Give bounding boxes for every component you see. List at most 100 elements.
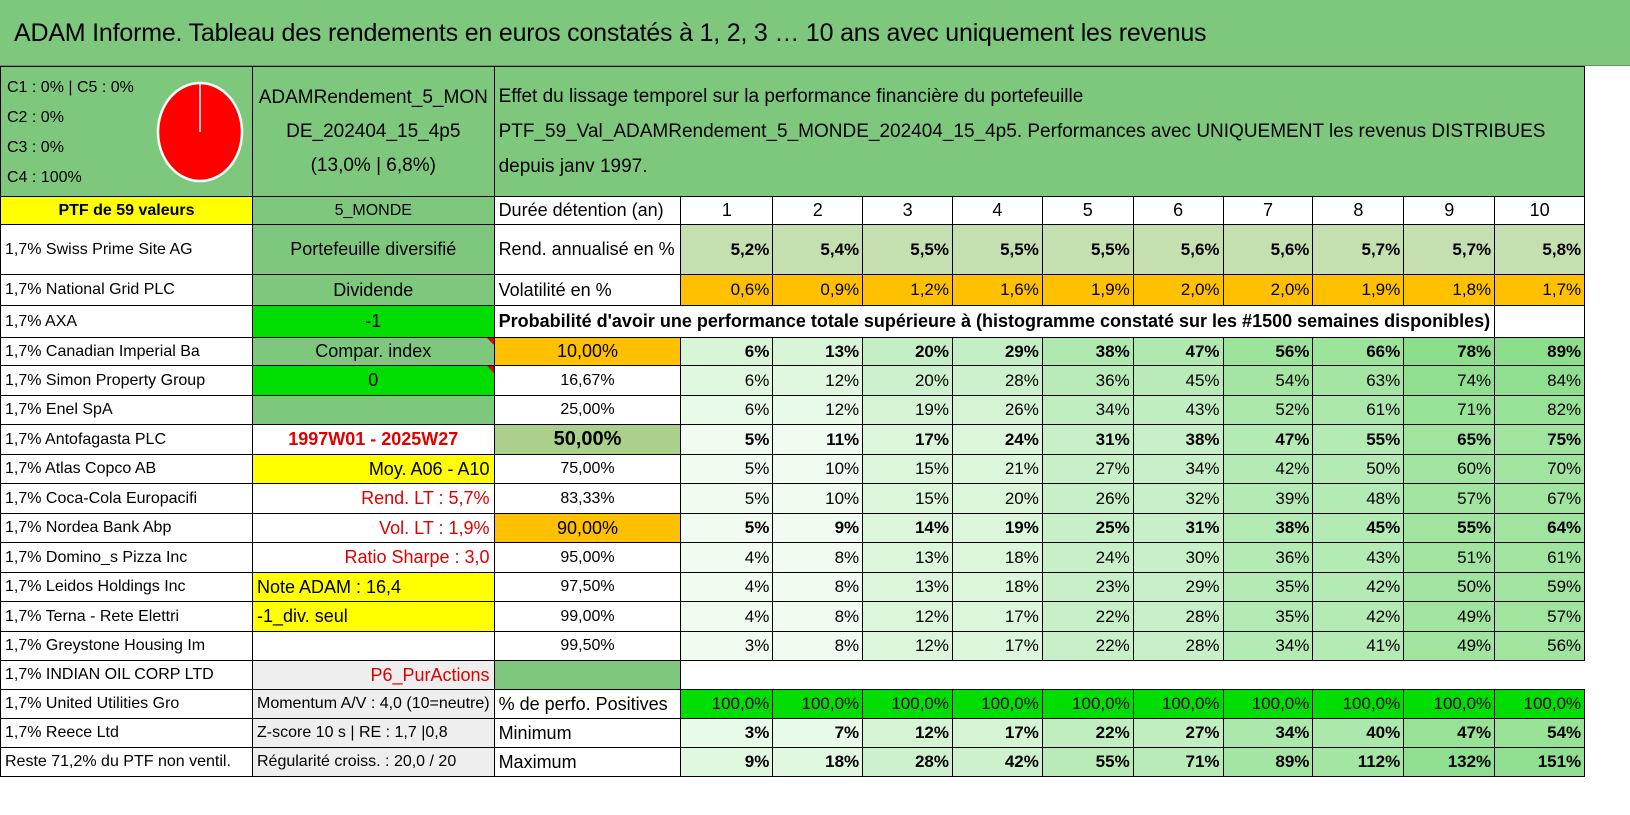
prob-value: 4% [680, 572, 774, 602]
dividend-label: Dividende [252, 274, 495, 306]
prob-value: 28% [1132, 601, 1224, 632]
holding: 1,7% Atlas Copco AB [0, 454, 253, 484]
year-header: 10 [1494, 196, 1586, 225]
portfolio-stats: (13,0% | 6,8%) [310, 154, 436, 176]
prob-value: 17% [952, 601, 1043, 632]
prob-value: 61% [1312, 395, 1405, 425]
prob-value: 51% [1403, 542, 1496, 573]
table-row: Reste 71,2% du PTF non ventil. Régularité… [0, 747, 1586, 777]
portfolio-name-line: DE_202404_15_4p5 [286, 120, 461, 142]
prob-value: 12% [772, 395, 864, 425]
pos-label: % de perfo. Positives [493, 689, 682, 719]
max-value: 71% [1132, 747, 1224, 777]
prob-value: 34% [1222, 631, 1314, 661]
prob-value: 55% [1312, 424, 1405, 455]
positive-value: 100,0% [1222, 689, 1314, 719]
vol-label: Volatilité en % [493, 274, 682, 306]
prob-value: 18% [952, 542, 1043, 573]
prob-value: 22% [1041, 631, 1134, 661]
prob-value: 67% [1494, 483, 1586, 514]
prob-value: 75% [1494, 424, 1586, 455]
div-seul-label: -1_div. seul [252, 601, 495, 632]
prob-value: 28% [952, 365, 1043, 396]
prob-value: 66% [1312, 337, 1405, 366]
prob-value: 50% [1403, 572, 1496, 602]
holding: 1,7% United Utilities Gro [0, 689, 253, 719]
prob-value: 15% [862, 483, 953, 514]
min-value: 47% [1403, 718, 1496, 748]
prob-value: 32% [1132, 483, 1224, 514]
rend-value: 5,6% [1132, 224, 1224, 275]
prob-value: 8% [772, 601, 864, 632]
prob-threshold: 90,00% [493, 513, 682, 543]
prob-value: 57% [1403, 483, 1496, 514]
prob-value: 61% [1494, 542, 1586, 573]
positive-value: 100,0% [862, 689, 953, 719]
prob-value: 45% [1132, 365, 1224, 396]
max-value: 151% [1494, 747, 1586, 777]
min-value: 3% [680, 718, 774, 748]
vol-value: 0,9% [772, 274, 864, 306]
prob-value: 6% [680, 365, 774, 396]
min-label: Minimum [493, 718, 682, 748]
composition-item: C3 : 0% [7, 139, 64, 156]
ptf-label: PTF de 59 valeurs [0, 196, 253, 225]
vol-value: 2,0% [1132, 274, 1224, 306]
prob-threshold: 97,50% [493, 572, 682, 602]
prob-value: 39% [1222, 483, 1314, 514]
year-header: 7 [1222, 196, 1314, 225]
prob-value: 42% [1222, 454, 1314, 484]
vol-value: 1,7% [1494, 274, 1586, 306]
prob-value: 12% [862, 631, 953, 661]
prob-value: 19% [952, 513, 1043, 543]
year-header: 5 [1041, 196, 1134, 225]
empty-green-cell [252, 395, 495, 425]
prob-value: 50% [1312, 454, 1405, 484]
description: Effet du lissage temporel sur la perform… [493, 66, 1586, 197]
prob-threshold: 99,00% [493, 601, 682, 632]
momentum-label: Momentum A/V : 4,0 (10=neutre) [252, 689, 495, 719]
prob-value: 14% [862, 513, 953, 543]
region-label: 5_MONDE [252, 196, 495, 225]
prob-value: 17% [952, 631, 1043, 661]
prob-value: 3% [680, 631, 774, 661]
prob-threshold: 95,00% [493, 542, 682, 573]
empty-cell [252, 631, 495, 661]
prob-value: 29% [952, 337, 1043, 366]
prob-value: 82% [1494, 395, 1586, 425]
prob-value: 34% [1041, 395, 1134, 425]
prob-value: 25% [1041, 513, 1134, 543]
empty-cell [681, 661, 1585, 690]
prob-value: 19% [862, 395, 953, 425]
year-header: 4 [952, 196, 1043, 225]
table-row: 1,7% United Utilities Gro Momentum A/V : … [0, 689, 1586, 719]
min-value: 40% [1312, 718, 1405, 748]
holding: 1,7% Enel SpA [0, 395, 253, 425]
vol-value: 1,6% [952, 274, 1043, 306]
prob-value: 78% [1403, 337, 1496, 366]
table-row: 1,7% Enel SpA 25,00% 6% 12% 19% 26% 34% 43% 52% 6… [0, 395, 1586, 425]
prob-value: 20% [862, 365, 953, 396]
max-value: 28% [862, 747, 953, 777]
prob-value: 41% [1312, 631, 1405, 661]
positive-value: 100,0% [1312, 689, 1405, 719]
purchase-label: P6_PurActions [252, 660, 495, 690]
holding: 1,7% Leidos Holdings Inc [0, 572, 253, 602]
prob-value: 60% [1403, 454, 1496, 484]
max-value: 42% [952, 747, 1043, 777]
prob-value: 84% [1494, 365, 1586, 396]
holding: Reste 71,2% du PTF non ventil. [0, 747, 253, 777]
holding: 1,7% Simon Property Group [0, 365, 253, 396]
table-row: 1,7% Atlas Copco AB Moy. A06 - A10 75,00% 5… [0, 454, 1586, 484]
prob-value: 52% [1222, 395, 1314, 425]
prob-value: 54% [1222, 365, 1314, 396]
prob-value: 10% [772, 454, 864, 484]
table-row: 1,7% Reece Ltd Z-score 10 s | RE : 1,7 |0… [0, 718, 1586, 748]
prob-value: 21% [952, 454, 1043, 484]
max-label: Maximum [493, 747, 682, 777]
prob-value: 17% [862, 424, 953, 455]
year-header: 1 [680, 196, 774, 225]
prob-value: 20% [862, 337, 953, 366]
rend-value: 5,7% [1312, 224, 1405, 275]
min-value: 17% [952, 718, 1043, 748]
